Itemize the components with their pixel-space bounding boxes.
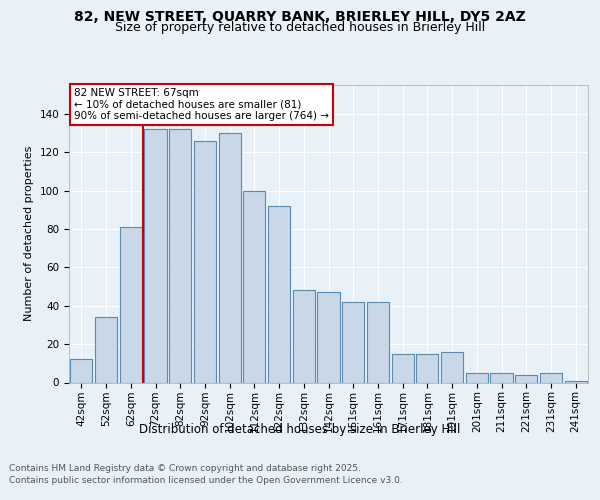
- Bar: [392, 354, 414, 382]
- Text: Contains HM Land Registry data © Crown copyright and database right 2025.: Contains HM Land Registry data © Crown c…: [9, 464, 361, 473]
- Bar: [367, 302, 389, 382]
- Bar: [243, 190, 265, 382]
- Bar: [416, 354, 439, 382]
- Bar: [119, 227, 142, 382]
- Bar: [490, 373, 512, 382]
- Y-axis label: Number of detached properties: Number of detached properties: [24, 146, 34, 322]
- Text: Size of property relative to detached houses in Brierley Hill: Size of property relative to detached ho…: [115, 21, 485, 34]
- Bar: [194, 140, 216, 382]
- Bar: [169, 129, 191, 382]
- Bar: [317, 292, 340, 382]
- Bar: [565, 380, 587, 382]
- Bar: [515, 375, 538, 382]
- Text: Distribution of detached houses by size in Brierley Hill: Distribution of detached houses by size …: [139, 422, 461, 436]
- Bar: [540, 373, 562, 382]
- Bar: [268, 206, 290, 382]
- Text: Contains public sector information licensed under the Open Government Licence v3: Contains public sector information licen…: [9, 476, 403, 485]
- Text: 82 NEW STREET: 67sqm
← 10% of detached houses are smaller (81)
90% of semi-detac: 82 NEW STREET: 67sqm ← 10% of detached h…: [74, 88, 329, 121]
- Text: 82, NEW STREET, QUARRY BANK, BRIERLEY HILL, DY5 2AZ: 82, NEW STREET, QUARRY BANK, BRIERLEY HI…: [74, 10, 526, 24]
- Bar: [293, 290, 315, 382]
- Bar: [95, 317, 117, 382]
- Bar: [70, 360, 92, 382]
- Bar: [441, 352, 463, 382]
- Bar: [342, 302, 364, 382]
- Bar: [218, 133, 241, 382]
- Bar: [145, 129, 167, 382]
- Bar: [466, 373, 488, 382]
